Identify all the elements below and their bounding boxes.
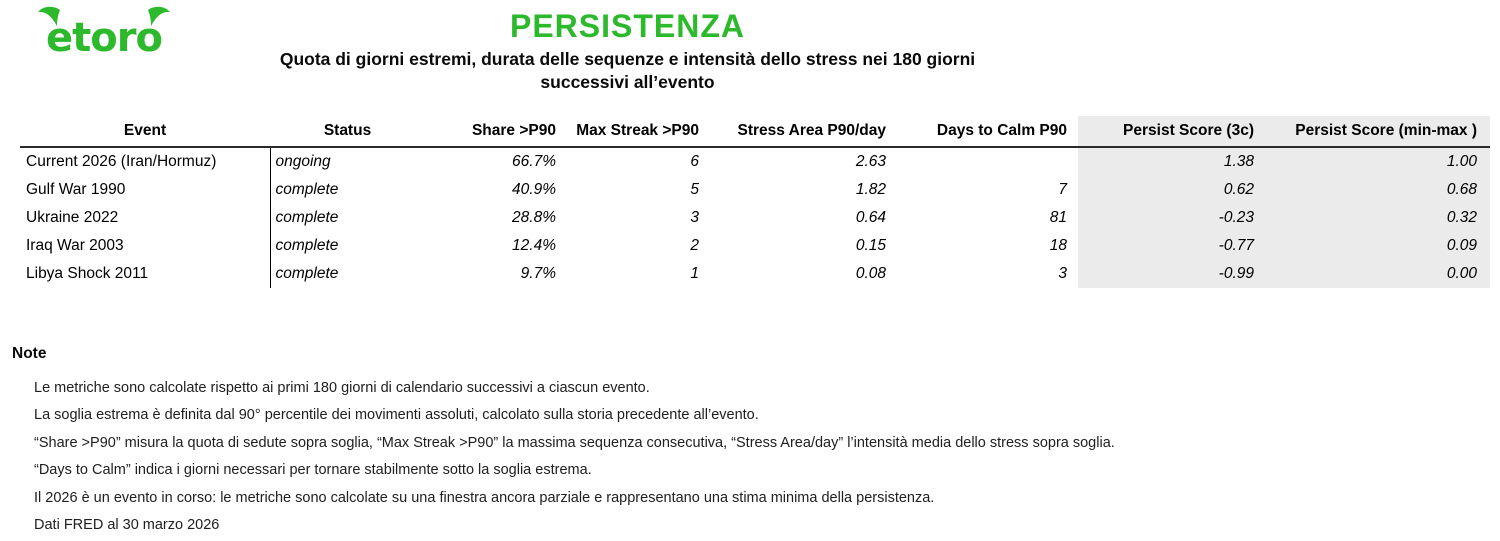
bull-horn-left-icon [38,6,60,27]
cell-score-minmax: 0.00 [1258,260,1490,288]
cell-stress: 0.64 [855,209,886,226]
column-header-event: Event [20,116,270,148]
cell-score-minmax: 1.00 [1258,147,1490,176]
cell-days: 7 [1058,181,1067,198]
note-line: “Share >P90” misura la quota di sedute s… [34,434,1115,451]
cell-days: 3 [1058,265,1067,282]
cell-score-minmax: 0.09 [1258,232,1490,260]
cell-status: complete [269,204,425,232]
subtitle-line-1: Quota di giorni estremi, durata delle se… [279,49,976,69]
cell-share: 12.4% [512,237,556,254]
page-title: PERSISTENZA [509,8,746,44]
cell-streak: 3 [690,209,699,226]
cell-status: complete [269,260,425,288]
cell-share: 9.7% [520,265,556,282]
persistence-table: Event Status Share >P90 Max Streak >P90 … [20,116,1490,288]
etoro-logo: etoro [38,6,170,60]
cell-event: Current 2026 (Iran/Hormuz) [26,153,217,170]
cell-event: Gulf War 1990 [26,181,126,198]
cell-streak: 2 [690,237,699,254]
cell-days: 81 [1049,209,1067,226]
cell-stress: 0.08 [855,265,886,282]
cell-event: Libya Shock 2011 [26,265,149,282]
cell-score-3c: -0.23 [1078,204,1258,232]
note-line: “Days to Calm” indica i giorni necessari… [34,462,592,479]
cell-stress: 0.15 [855,237,886,254]
notes-heading: Note [12,345,47,362]
notes-section: Note Le metriche sono calcolate rispetto… [12,345,1472,539]
cell-score-3c: -0.99 [1078,260,1258,288]
column-header-days-to-calm: Days to Calm P90 [895,116,1078,148]
table-row: Ukraine 2022 complete 28.8% 3 0.64 81 -0… [20,204,1490,232]
header-block: PERSISTENZA Quota di giorni estremi, dur… [0,8,1255,94]
cell-score-3c: 0.62 [1078,176,1258,204]
cell-event: Iraq War 2003 [26,237,124,254]
cell-score-minmax: 0.68 [1258,176,1490,204]
table-row: Gulf War 1990 complete 40.9% 5 1.82 7 0.… [20,176,1490,204]
page-subtitle: Quota di giorni estremi, durata delle se… [0,48,1255,94]
column-header-share-p90: Share >P90 [425,116,560,148]
cell-stress: 2.63 [855,153,886,170]
cell-days: 18 [1049,237,1067,254]
column-header-persist-3c: Persist Score (3c) [1078,116,1258,148]
etoro-logo-text: etoro [46,15,162,60]
column-header-stress-area: Stress Area P90/day [708,116,895,148]
cell-share: 66.7% [512,153,556,170]
cell-score-3c: -0.77 [1078,232,1258,260]
bull-horn-right-icon [148,6,170,27]
column-header-max-streak: Max Streak >P90 [560,116,708,148]
cell-days [895,147,1078,176]
note-line: Dati FRED al 30 marzo 2026 [34,517,220,534]
cell-score-3c: 1.38 [1078,147,1258,176]
note-line: Le metriche sono calcolate rispetto ai p… [34,380,650,396]
cell-status: complete [269,232,425,260]
cell-status: ongoing [269,147,425,176]
table-row: Iraq War 2003 complete 12.4% 2 0.15 18 -… [20,232,1490,260]
table-header-row: Event Status Share >P90 Max Streak >P90 … [20,116,1490,148]
cell-status: complete [269,176,425,204]
cell-score-minmax: 0.32 [1258,204,1490,232]
cell-stress: 1.82 [855,181,886,198]
column-header-status: Status [270,116,425,148]
table-row: Libya Shock 2011 complete 9.7% 1 0.08 3 … [20,260,1490,288]
table-row: Current 2026 (Iran/Hormuz) ongoing 66.7%… [20,147,1490,176]
cell-share: 40.9% [512,181,556,198]
cell-share: 28.8% [512,209,556,226]
subtitle-line-2: successivi all’evento [540,72,715,92]
cell-streak: 1 [690,265,699,282]
cell-streak: 6 [690,153,699,170]
cell-streak: 5 [690,181,699,198]
cell-event: Ukraine 2022 [26,209,119,226]
note-line: Il 2026 è un evento in corso: le metrich… [34,489,935,506]
column-header-persist-minmax: Persist Score (min-max ) [1258,116,1490,148]
note-line: La soglia estrema è definita dal 90° per… [34,407,759,424]
